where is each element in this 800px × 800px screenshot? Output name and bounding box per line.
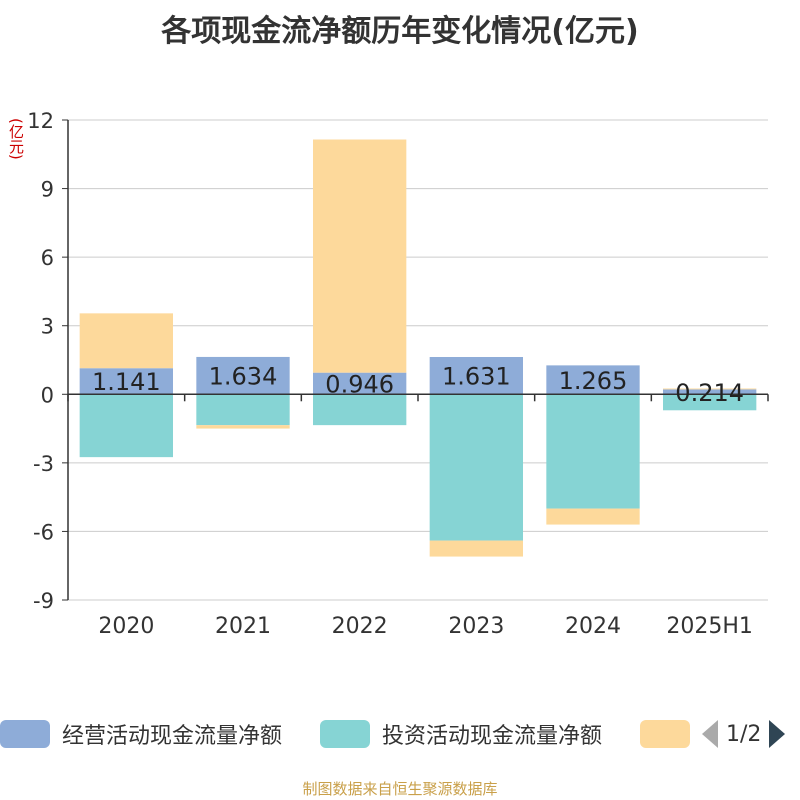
bar-investing-2025H1	[663, 394, 757, 411]
x-tick-label: 2020	[98, 614, 154, 639]
x-tick-label: 2025H1	[666, 614, 753, 639]
bar-investing-2020	[79, 394, 173, 458]
bar-investing-2024	[546, 394, 640, 509]
x-tick-label: 2023	[448, 614, 504, 639]
chart-title: 各项现金流净额历年变化情况(亿元)	[161, 14, 639, 49]
legend-item-operating[interactable]: 经营活动现金流量净额	[0, 716, 282, 752]
next-page-icon[interactable]	[769, 720, 786, 748]
bar-financing-2022	[313, 139, 407, 373]
y-tick-label: -6	[33, 520, 54, 544]
bar-operating-2024	[546, 365, 640, 395]
legend-swatch-operating	[0, 720, 50, 748]
y-tick-label: 6	[41, 246, 54, 270]
bar-investing-2021	[196, 394, 290, 426]
legend-swatch-investing	[320, 720, 370, 748]
y-tick-label: 3	[41, 315, 54, 339]
data-label-operating-2021: 1.634	[209, 363, 278, 391]
bar-financing-2024	[546, 508, 640, 525]
bar-financing-2023	[429, 540, 523, 557]
legend-item-financing[interactable]	[640, 716, 690, 752]
y-tick-label: 12	[27, 109, 54, 133]
prev-page-icon[interactable]	[702, 720, 718, 748]
legend-pagination: 1/2	[702, 718, 786, 750]
legend-label-investing: 投资活动现金流量净额	[382, 724, 603, 749]
y-axis-unit-label: (亿元)	[7, 118, 25, 160]
bar-financing-2021	[196, 425, 290, 429]
bar-operating-2020	[79, 368, 173, 395]
bar-investing-2022	[313, 394, 407, 426]
legend: 经营活动现金流量净额 投资活动现金流量净额	[0, 716, 800, 756]
data-label-operating-2022: 0.946	[325, 370, 394, 398]
bar-operating-2023	[429, 357, 523, 395]
legend-label-operating: 经营活动现金流量净额	[62, 724, 283, 749]
x-tick-label: 2021	[215, 614, 271, 639]
data-label-operating-2024: 1.265	[559, 367, 628, 395]
data-label-operating-2025H1: 0.214	[675, 379, 744, 407]
source-footer: 制图数据来自恒生聚源数据库	[302, 780, 498, 798]
data-label-operating-2020: 1.141	[92, 368, 161, 396]
data-label-operating-2023: 1.631	[442, 363, 511, 391]
bar-investing-2023	[429, 394, 523, 541]
bar-operating-2021	[196, 356, 290, 395]
x-tick-label: 2022	[332, 614, 388, 639]
bar-operating-2022	[313, 372, 407, 395]
legend-item-investing[interactable]: 投资活动现金流量净额	[320, 716, 602, 752]
y-tick-label: 0	[41, 383, 54, 407]
y-tick-label: 9	[41, 178, 54, 202]
legend-swatch-financing	[640, 720, 690, 748]
page-indicator: 1/2	[726, 721, 762, 747]
bar-financing-2025H1	[663, 388, 757, 390]
y-tick-label: -3	[33, 452, 54, 476]
x-tick-label: 2024	[565, 614, 621, 639]
bar-operating-2025H1	[663, 389, 757, 395]
y-tick-label: -9	[33, 589, 54, 613]
bar-financing-2020	[79, 313, 173, 369]
